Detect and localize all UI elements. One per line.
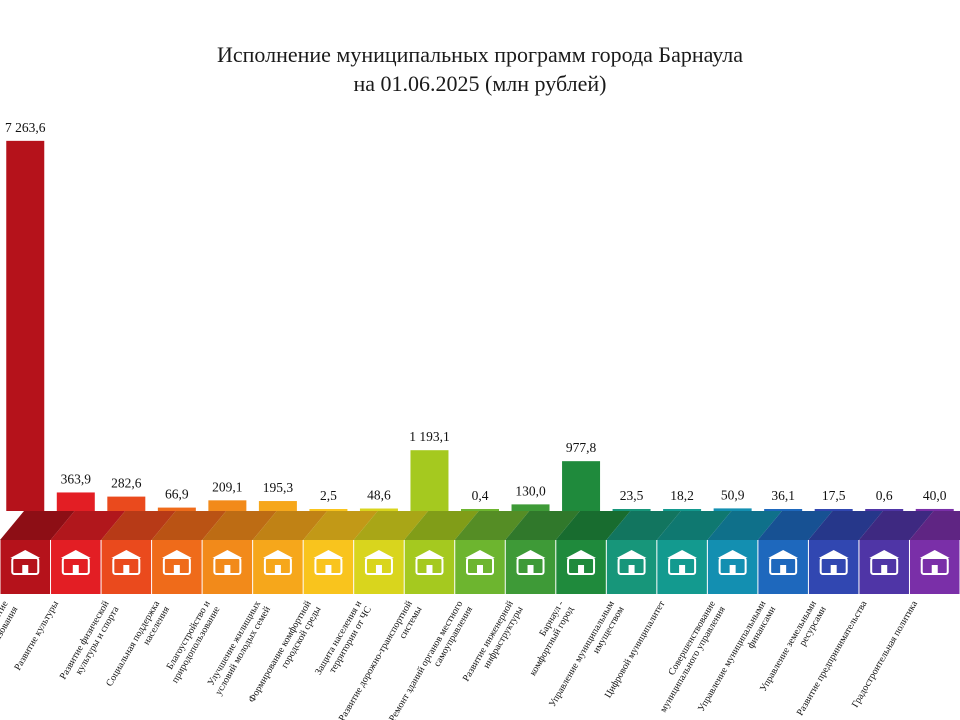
bar <box>663 509 702 511</box>
category-label: Развитиеобразования <box>0 598 21 654</box>
bar <box>461 509 499 511</box>
tree-bench-icon <box>212 550 243 575</box>
tile-top <box>151 511 227 540</box>
tile-top <box>858 511 934 540</box>
bar <box>814 509 853 511</box>
chart-title-line1: Исполнение муниципальных программ города… <box>216 42 744 67</box>
value-label: 36,1 <box>771 488 795 503</box>
category-label: Барнаул -комфортный город <box>518 599 576 678</box>
category-label: Развитие культуры <box>12 599 61 673</box>
bar <box>713 508 752 511</box>
bar <box>764 509 803 511</box>
crane-icon <box>919 550 950 575</box>
house-family-icon <box>262 550 293 575</box>
computer-icon <box>667 550 698 575</box>
land-board-icon <box>818 550 849 575</box>
value-label: 48,6 <box>367 488 391 503</box>
value-labels-layer: 7 263,6 363,9 282,6 66,9 209,1 195,3 2,5 48,6 1 … <box>5 120 947 503</box>
value-label: 23,5 <box>620 488 644 503</box>
value-label: 363,9 <box>61 471 92 486</box>
tile-top <box>909 511 960 540</box>
tile-top <box>50 511 126 540</box>
tile-top <box>505 511 580 540</box>
tile-top <box>757 511 833 540</box>
value-label: 0,6 <box>876 488 893 503</box>
chart-title: Исполнение муниципальных программ города… <box>0 40 960 98</box>
tile-top <box>656 511 732 540</box>
bar <box>612 509 651 511</box>
value-label: 0,4 <box>472 488 489 503</box>
value-label: 209,1 <box>212 479 242 494</box>
bars-layer <box>6 140 954 511</box>
family-icon <box>161 550 192 575</box>
value-label: 7 263,6 <box>5 120 46 135</box>
handshake-icon <box>869 550 900 575</box>
bar <box>56 492 95 511</box>
athlete-icon <box>111 550 142 575</box>
value-label: 18,2 <box>670 488 694 503</box>
bar <box>208 500 247 511</box>
graduation-cap-icon <box>10 550 41 575</box>
engineering-icon <box>515 550 546 575</box>
document-check-icon <box>717 550 748 575</box>
bar <box>107 496 146 511</box>
tile-top <box>303 511 378 540</box>
value-label: 50,9 <box>721 487 745 502</box>
icon-tiles-layer <box>0 511 960 594</box>
road-icon <box>414 550 445 575</box>
bar <box>865 509 904 511</box>
tile-top <box>353 511 429 540</box>
bar <box>309 509 348 511</box>
value-label: 195,3 <box>263 480 294 495</box>
bar <box>410 450 449 511</box>
tile-top <box>454 511 530 540</box>
tile-top <box>404 511 479 540</box>
bar <box>258 501 297 511</box>
municipal-building-icon <box>465 550 495 575</box>
bar <box>915 508 954 511</box>
value-label: 66,9 <box>165 487 189 502</box>
tile-top <box>0 511 75 540</box>
tile-top <box>202 511 277 540</box>
column-icon <box>60 550 91 575</box>
tile-top <box>707 511 782 540</box>
value-label: 40,0 <box>923 488 947 503</box>
value-label: 2,5 <box>320 488 337 503</box>
house-owner-icon <box>616 550 647 575</box>
coins-icon <box>768 550 799 575</box>
bar <box>6 140 45 511</box>
city-buildings-icon <box>313 550 344 575</box>
bar <box>359 508 398 511</box>
tile-top <box>555 511 631 540</box>
value-label: 282,6 <box>111 476 142 491</box>
city-icon <box>566 550 597 575</box>
bar <box>562 461 601 511</box>
value-label: 130,0 <box>515 483 546 498</box>
chart-title-line2: на 01.06.2025 (млн рублей) <box>353 71 607 96</box>
tile-top <box>252 511 328 540</box>
value-label: 17,5 <box>822 488 846 503</box>
bar <box>157 507 196 511</box>
tile-top <box>606 511 681 540</box>
value-label: 1 193,1 <box>409 429 450 444</box>
tile-top <box>101 511 176 540</box>
bar <box>511 504 550 511</box>
fire-extinguisher-icon <box>363 550 394 575</box>
value-label: 977,8 <box>566 440 597 455</box>
tile-top <box>808 511 883 540</box>
